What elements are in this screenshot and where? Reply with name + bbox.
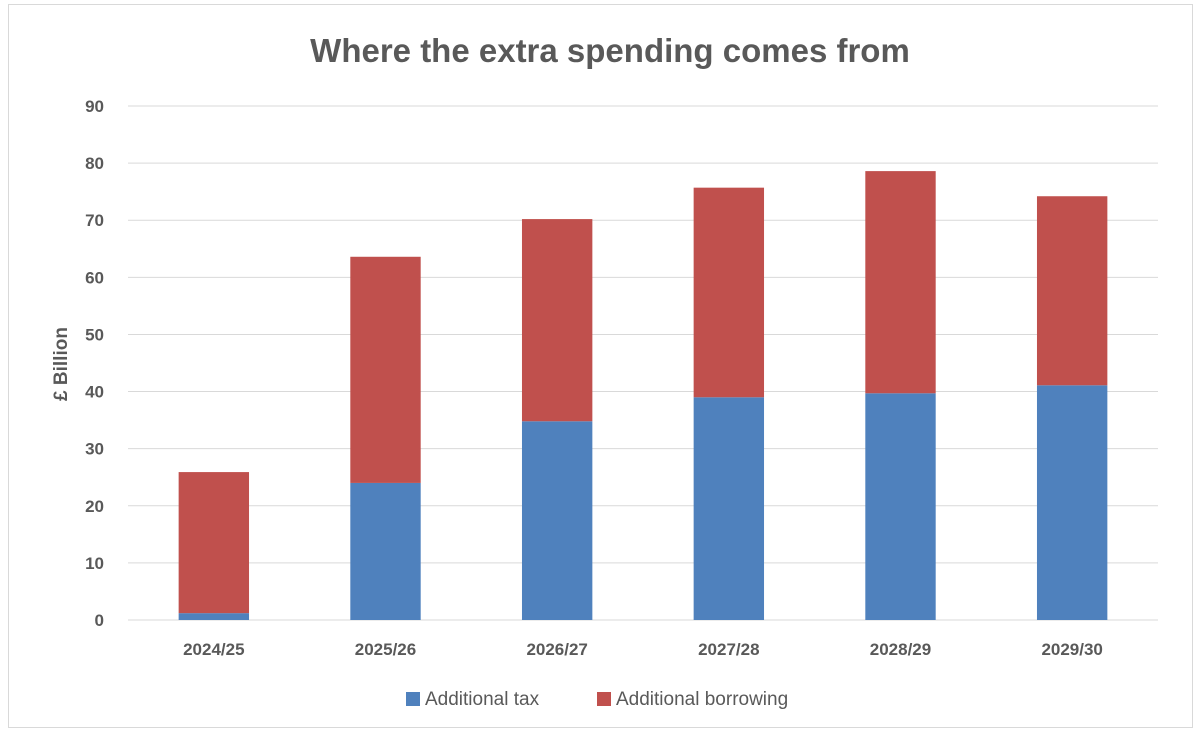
legend-swatch-tax <box>406 692 420 706</box>
y-axis-label: £ Billion <box>51 327 72 401</box>
y-tick-label: 60 <box>85 268 104 287</box>
bar-tax-2026-27 <box>521 421 593 620</box>
x-tick-label: 2027/28 <box>698 640 759 659</box>
bar-borrowing-2029-30 <box>1036 196 1108 386</box>
bar-borrowing-2024-25 <box>178 472 250 614</box>
bar-borrowing-2025-26 <box>350 256 421 483</box>
bar-borrowing-2026-27 <box>521 219 593 422</box>
y-tick-label: 80 <box>85 154 104 173</box>
bar-borrowing-2028-29 <box>865 171 936 394</box>
legend-label-tax: Additional tax <box>425 689 540 710</box>
x-tick-label: 2025/26 <box>355 640 416 659</box>
bar-borrowing-2027-28 <box>693 187 765 398</box>
legend-label-borrowing: Additional borrowing <box>616 689 788 710</box>
bar-tax-2028-29 <box>865 393 936 620</box>
bar-tax-2025-26 <box>350 482 421 620</box>
y-tick-label: 30 <box>85 440 104 459</box>
x-tick-label: 2028/29 <box>870 640 931 659</box>
bar-tax-2027-28 <box>693 397 765 620</box>
bars <box>178 171 1108 620</box>
bar-tax-2024-25 <box>178 613 250 620</box>
x-tick-label: 2026/27 <box>526 640 587 659</box>
y-tick-label: 10 <box>85 554 104 573</box>
y-tick-label: 90 <box>85 97 104 116</box>
x-axis-ticks: 2024/25 2025/26 2026/27 2027/28 2028/29 2029/… <box>183 640 1103 659</box>
bar-tax-2029-30 <box>1036 385 1108 620</box>
y-tick-label: 40 <box>85 383 104 402</box>
y-tick-label: 20 <box>85 497 104 516</box>
gridlines <box>128 105 1158 621</box>
chart-title: Where the extra spending comes from <box>310 32 910 69</box>
y-tick-label: 70 <box>85 211 104 230</box>
y-tick-label: 50 <box>85 325 104 344</box>
legend: Additional tax Additional borrowing <box>406 689 788 710</box>
legend-swatch-borrowing <box>597 692 611 706</box>
x-tick-label: 2029/30 <box>1041 640 1102 659</box>
x-tick-label: 2024/25 <box>183 640 244 659</box>
y-axis-ticks: 0 10 20 30 40 50 60 70 80 90 <box>85 97 104 630</box>
y-tick-label: 0 <box>95 611 104 630</box>
